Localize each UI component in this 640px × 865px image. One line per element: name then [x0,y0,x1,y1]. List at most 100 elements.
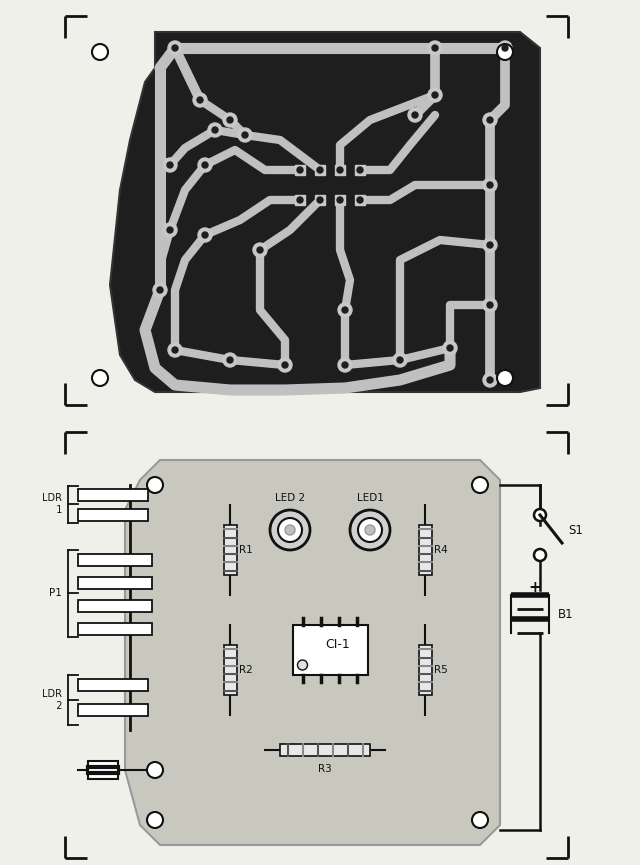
Text: R2: R2 [239,665,253,675]
Text: R5: R5 [434,665,448,675]
Circle shape [497,44,513,60]
Bar [78,600,152,612]
Circle shape [198,158,212,172]
Bar [78,489,148,501]
Circle shape [242,132,248,138]
Circle shape [393,353,407,367]
Circle shape [428,88,442,102]
Circle shape [443,341,457,355]
Circle shape [202,232,208,238]
Circle shape [342,362,348,368]
Bar [223,525,237,574]
Bar [419,525,431,574]
Circle shape [208,123,222,137]
Circle shape [487,182,493,188]
Circle shape [338,358,352,372]
Text: S1: S1 [568,523,583,536]
Circle shape [337,197,343,203]
Bar [78,704,148,716]
Circle shape [337,167,343,173]
Bar [78,679,148,691]
Bar [335,195,345,205]
Bar [315,195,325,205]
Circle shape [212,127,218,133]
Bar [315,165,325,175]
Circle shape [483,298,497,312]
Circle shape [147,477,163,493]
Circle shape [172,347,178,353]
Circle shape [92,370,108,386]
Circle shape [350,510,390,550]
Circle shape [92,44,108,60]
Text: P1: P1 [49,588,62,598]
Text: R4: R4 [434,545,448,555]
Circle shape [257,247,263,253]
Circle shape [317,197,323,203]
Circle shape [163,158,177,172]
Text: R1: R1 [239,545,253,555]
Circle shape [167,227,173,233]
Circle shape [147,762,163,778]
Circle shape [285,525,295,535]
Circle shape [357,167,363,173]
Circle shape [432,92,438,98]
Circle shape [198,228,212,242]
Circle shape [534,549,546,561]
Circle shape [483,238,497,252]
Circle shape [163,223,177,237]
Circle shape [253,243,267,257]
Circle shape [278,518,302,542]
Circle shape [483,373,497,387]
Circle shape [282,362,288,368]
Circle shape [223,353,237,367]
Circle shape [483,178,497,192]
Circle shape [338,303,352,317]
Circle shape [487,242,493,248]
Circle shape [157,287,163,293]
Circle shape [238,128,252,142]
Text: LED1: LED1 [356,493,383,503]
Bar [78,623,152,635]
Circle shape [317,167,323,173]
Circle shape [498,41,512,55]
Bar [295,165,305,175]
Bar [355,165,365,175]
Text: LDR
  1: LDR 1 [42,493,62,515]
Circle shape [408,108,422,122]
Text: CI-1: CI-1 [326,638,350,651]
Circle shape [168,41,182,55]
Circle shape [472,812,488,828]
Circle shape [193,93,207,107]
Circle shape [357,197,363,203]
Circle shape [172,45,178,51]
Circle shape [502,45,508,51]
Circle shape [202,162,208,168]
Circle shape [223,113,237,127]
Circle shape [342,307,348,313]
Bar [292,625,367,675]
Bar [419,645,431,695]
Text: R3: R3 [318,764,332,774]
Circle shape [297,167,303,173]
Text: B1: B1 [558,608,573,621]
Circle shape [365,525,375,535]
Circle shape [270,510,310,550]
Circle shape [447,345,453,351]
Circle shape [472,477,488,493]
Polygon shape [110,32,540,392]
Bar [335,165,345,175]
Bar [88,761,118,779]
Bar [78,554,152,566]
Polygon shape [125,460,500,845]
Circle shape [397,357,403,363]
Bar [280,744,370,756]
Text: LED 2: LED 2 [275,493,305,503]
Circle shape [497,370,513,386]
Circle shape [487,377,493,383]
Circle shape [227,357,233,363]
Circle shape [487,302,493,308]
Circle shape [153,283,167,297]
Circle shape [147,812,163,828]
Bar [295,195,305,205]
Circle shape [168,343,182,357]
